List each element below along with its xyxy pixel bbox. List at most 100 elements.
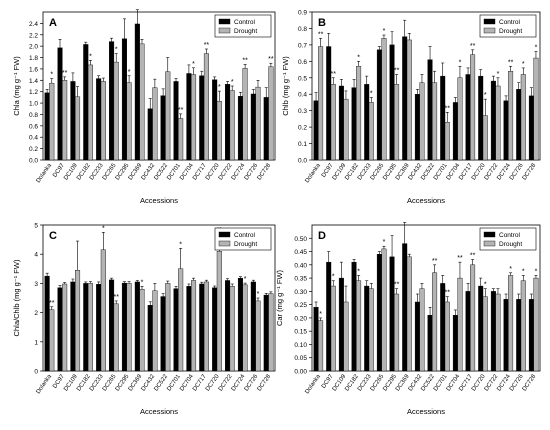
drought-bar <box>419 288 425 372</box>
control-bar <box>212 79 218 161</box>
drought-bar <box>356 66 362 161</box>
significance-label: * <box>484 92 487 99</box>
x-tick-label: DC728 <box>522 162 538 181</box>
drought-bar <box>191 74 197 161</box>
y-tick-label: 0.0 <box>298 158 307 165</box>
control-bar <box>503 100 509 161</box>
y-tick-label: 0.2 <box>29 146 38 153</box>
y-tick-label: 0.25 <box>294 302 307 309</box>
drought-bar <box>139 289 145 372</box>
drought-bar <box>152 290 158 372</box>
control-bar <box>83 283 89 372</box>
y-tick-label: 0.30 <box>294 289 307 296</box>
control-bar <box>186 286 192 372</box>
legend-swatch <box>483 231 496 238</box>
y-tick-label: 0.50 <box>294 236 307 243</box>
drought-bar <box>406 39 412 161</box>
y-tick-label: 1.8 <box>29 55 38 62</box>
x-axis-label: Accessions <box>407 407 445 416</box>
significance-label: ** <box>331 71 337 78</box>
drought-bar <box>368 288 374 372</box>
drought-bar <box>318 46 324 161</box>
drought-bar <box>229 90 235 161</box>
drought-bar <box>165 71 171 161</box>
x-tick-label: DC728 <box>257 162 273 181</box>
drought-bar <box>126 82 132 161</box>
significance-label: ** <box>62 70 68 77</box>
drought-bar <box>394 293 400 372</box>
significance-label: * <box>115 47 118 54</box>
x-tick-label: Dolanka <box>304 373 322 395</box>
y-tick-label: 0.0 <box>29 158 38 165</box>
drought-bar <box>75 270 81 372</box>
drought-bar <box>533 277 539 372</box>
control-bar <box>121 282 127 372</box>
significance-label: ** <box>445 290 451 297</box>
control-bar <box>134 23 140 161</box>
drought-bar <box>178 118 184 161</box>
drought-bar <box>520 280 526 372</box>
control-bar <box>516 299 522 372</box>
significance-label: ** <box>242 57 248 64</box>
control-bar <box>516 89 522 161</box>
x-axis-label: Accessions <box>140 407 178 416</box>
x-tick-label: DC728 <box>257 373 273 392</box>
drought-bar <box>330 84 336 161</box>
drought-bar <box>178 268 184 372</box>
x-tick-label: Dolanka <box>36 373 54 395</box>
control-bar <box>389 256 395 372</box>
legend-label: Drought <box>499 241 522 248</box>
significance-label: * <box>192 61 195 68</box>
plot-frame <box>311 224 541 372</box>
y-tick-label: 5 <box>34 223 38 230</box>
significance-label: * <box>357 54 360 61</box>
drought-bar <box>126 283 132 372</box>
drought-bar <box>330 285 336 372</box>
legend-swatch <box>483 240 496 247</box>
significance-label: * <box>141 279 144 286</box>
drought-bar <box>229 286 235 372</box>
control-bar <box>109 41 115 161</box>
y-tick-label: 0.9 <box>298 10 307 17</box>
control-bar <box>414 94 420 161</box>
significance-label: * <box>50 72 53 79</box>
drought-bar <box>165 283 171 372</box>
control-bar <box>528 95 534 161</box>
control-bar <box>57 47 63 161</box>
drought-bar <box>191 280 197 372</box>
y-tick-label: 0 <box>34 369 38 376</box>
y-tick-label: 0.15 <box>294 329 307 336</box>
drought-bar <box>216 101 222 161</box>
drought-bar <box>87 64 93 161</box>
control-bar <box>427 315 433 372</box>
control-bar <box>186 73 192 161</box>
drought-bar <box>482 115 488 161</box>
control-bar <box>490 80 496 161</box>
y-tick-label: 0.35 <box>294 276 307 283</box>
x-tick-label: Dolanka <box>36 162 54 184</box>
control-bar <box>351 87 357 161</box>
significance-label: * <box>218 84 221 91</box>
control-bar <box>70 281 76 372</box>
drought-bar <box>203 281 209 372</box>
control-bar <box>96 284 102 372</box>
plot-frame <box>42 224 276 372</box>
drought-bar <box>49 82 55 161</box>
drought-bar <box>268 293 274 372</box>
significance-label: * <box>522 268 525 275</box>
control-bar <box>250 93 256 161</box>
panel-b: B 0.0 0.1 0.2 0.3 0.4 0.5 0.6 0.7 0.8 0.9 Chlb (mg … <box>281 10 541 205</box>
y-tick-label: 1.6 <box>29 66 38 73</box>
control-bar <box>160 95 166 161</box>
significance-label: * <box>535 44 538 51</box>
significance-label: ** <box>445 105 451 112</box>
y-tick-label: 0.6 <box>29 123 38 130</box>
significance-label: * <box>179 241 182 248</box>
drought-bar <box>470 54 476 161</box>
legend-label: Drought <box>234 241 257 248</box>
y-tick-label: 1.0 <box>29 101 38 108</box>
control-bar <box>478 285 484 372</box>
control-bar <box>389 44 395 161</box>
control-bar <box>263 294 269 372</box>
control-bar <box>351 261 357 372</box>
